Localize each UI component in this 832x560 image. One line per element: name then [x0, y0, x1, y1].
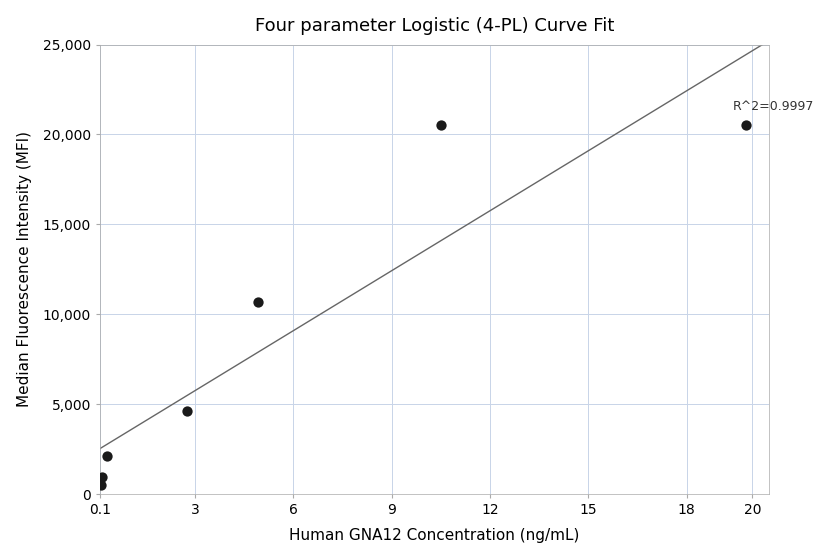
Point: [252, 297, 265, 306]
Text: R^2=0.9997: R^2=0.9997: [733, 100, 814, 113]
Point: [434, 121, 448, 130]
Point: [180, 407, 193, 416]
Title: Four parameter Logistic (4-PL) Curve Fit: Four parameter Logistic (4-PL) Curve Fit: [255, 17, 614, 35]
X-axis label: Human GNA12 Concentration (ng/mL): Human GNA12 Concentration (ng/mL): [290, 528, 580, 543]
Point: [739, 121, 752, 130]
Point: [96, 473, 109, 482]
Point: [94, 480, 107, 489]
Y-axis label: Median Fluorescence Intensity (MFI): Median Fluorescence Intensity (MFI): [17, 132, 32, 407]
Point: [100, 452, 113, 461]
